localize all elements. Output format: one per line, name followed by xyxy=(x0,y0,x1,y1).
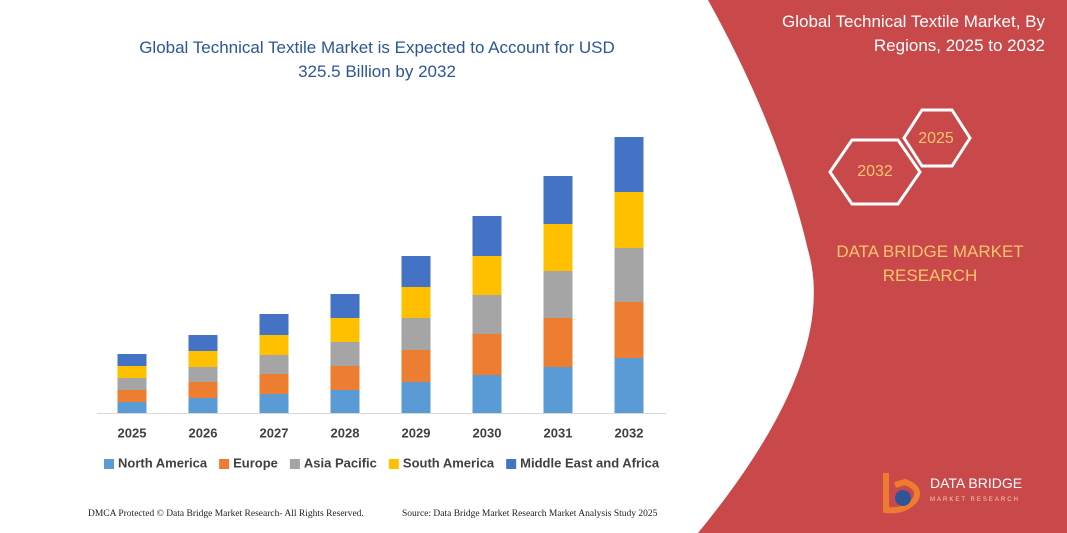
bar-segment xyxy=(259,355,289,374)
bar-segment xyxy=(472,216,502,256)
bar-segment xyxy=(472,256,502,295)
hexagon xyxy=(828,138,922,206)
brand: DATA BRIDGE MARKET RESEARCH xyxy=(836,242,1024,285)
bar-segment xyxy=(543,367,573,413)
bar-segment xyxy=(259,374,289,394)
side-panel xyxy=(698,0,1067,533)
bar-segment xyxy=(117,366,147,378)
legend-swatch xyxy=(506,459,517,469)
bar-segment xyxy=(614,302,644,358)
bar-segment xyxy=(401,318,431,350)
bar-segment xyxy=(117,390,147,402)
bar-segment xyxy=(472,375,502,413)
bar-segment xyxy=(188,398,218,413)
bar-segment xyxy=(188,335,218,351)
bar-segment xyxy=(330,390,360,413)
hex-label: 2025 xyxy=(918,130,954,147)
x-tick-label: 2031 xyxy=(544,425,573,440)
bar-segment xyxy=(472,295,502,334)
bar-segment xyxy=(330,294,360,318)
bar-segment xyxy=(401,382,431,413)
bar-segment xyxy=(401,256,431,287)
bar-segment xyxy=(117,402,147,413)
bar-segment xyxy=(259,394,289,413)
logo-icon xyxy=(895,490,911,506)
footer-right: Source: Data Bridge Market Research Mark… xyxy=(402,509,658,519)
bar-segment xyxy=(188,367,218,382)
bar-segment xyxy=(543,318,573,367)
legend-swatch xyxy=(104,459,114,469)
bar-segment xyxy=(543,271,573,318)
x-tick-label: 2032 xyxy=(615,425,644,440)
bar-segment xyxy=(117,354,147,366)
bar-segment xyxy=(259,314,289,335)
x-tick-label: 2027 xyxy=(260,425,289,440)
legend-label: Asia Pacific xyxy=(304,455,377,470)
footer-left: DMCA Protected © Data Bridge Market Rese… xyxy=(88,509,364,519)
x-tick-label: 2030 xyxy=(473,425,502,440)
bar-segment xyxy=(330,366,360,390)
bar-segment xyxy=(614,137,644,192)
bar-segment xyxy=(614,248,644,302)
legend-swatch xyxy=(388,459,399,469)
bar-segment xyxy=(117,378,147,390)
chart-title: Global Technical Textile Market is Expec… xyxy=(139,38,615,81)
legend-swatch xyxy=(289,459,300,469)
x-tick-label: 2025 xyxy=(118,425,147,440)
logo-icon xyxy=(883,473,920,514)
legend-label: Europe xyxy=(233,455,278,470)
bar-segment xyxy=(330,342,360,366)
hex-label: 2032 xyxy=(857,163,893,180)
bar-segment xyxy=(401,287,431,318)
chart: 2025 2026 2027 2028 2029 2030 2031 2032 North Am… xyxy=(97,137,666,470)
x-tick-label: 2026 xyxy=(189,425,218,440)
bar-segment xyxy=(614,358,644,413)
legend-label: North America xyxy=(118,455,208,470)
logo-tagline: MARKET RESEARCH xyxy=(930,497,1020,503)
legend-swatch xyxy=(219,459,230,469)
bar-segment xyxy=(188,351,218,367)
legend-label: South America xyxy=(403,455,495,470)
x-tick-label: 2028 xyxy=(331,425,360,440)
bar-segment xyxy=(543,176,573,224)
panel-title: Global Technical Textile Market, By Regi… xyxy=(782,12,1045,55)
bar-segment xyxy=(188,382,218,398)
logo-name: DATA BRIDGE xyxy=(930,475,1022,491)
hexagon xyxy=(902,108,972,168)
bar-segment xyxy=(472,334,502,375)
bar-segment xyxy=(259,335,289,355)
legend-label: Middle East and Africa xyxy=(520,455,660,470)
bar-segment xyxy=(614,192,644,248)
x-tick-label: 2029 xyxy=(402,425,431,440)
bar-segment xyxy=(543,224,573,271)
bar-segment xyxy=(401,350,431,382)
bar-segment xyxy=(330,318,360,342)
